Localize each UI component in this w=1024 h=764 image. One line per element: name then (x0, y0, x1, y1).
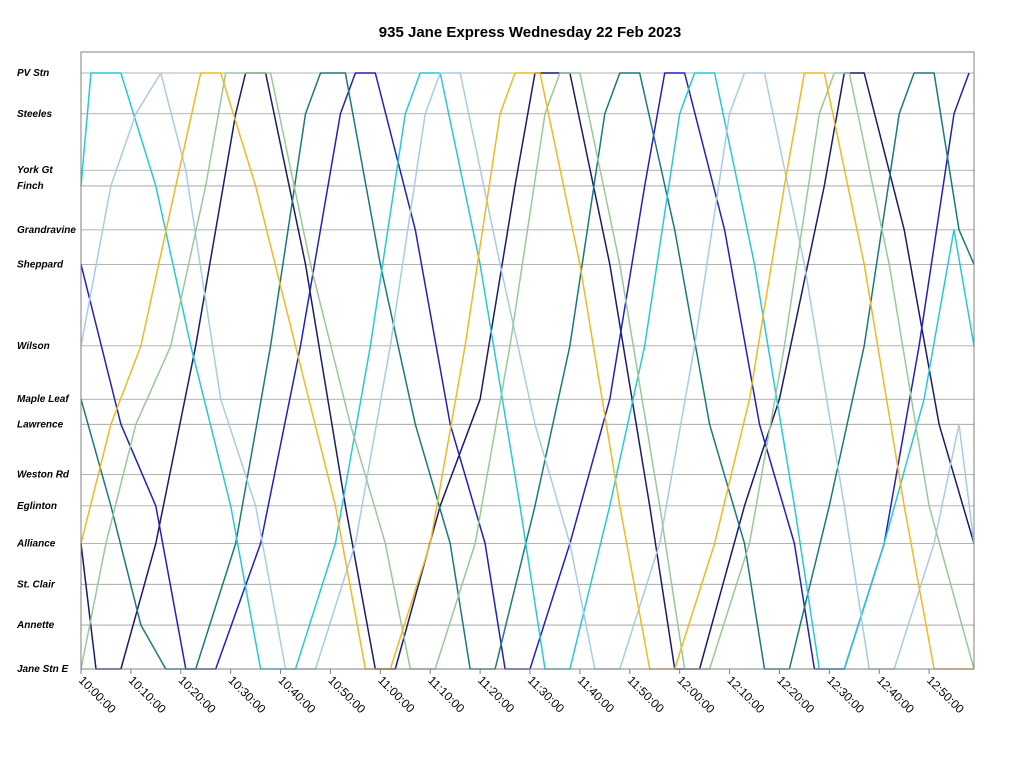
stop-label: Weston Rd (17, 470, 70, 481)
trip-line-3 (80, 72, 975, 670)
plot-frame (80, 51, 975, 670)
trip-line-2 (80, 72, 975, 670)
x-tick-label: 11:10:00 (425, 673, 468, 716)
stop-label: Jane Stn E (17, 664, 68, 675)
stop-label: Alliance (16, 539, 56, 550)
x-tick-label: 12:20:00 (774, 673, 817, 716)
trip-line-5 (80, 72, 975, 670)
x-tick-label: 11:50:00 (625, 673, 668, 716)
trip-lines (80, 72, 975, 670)
x-tick-label: 10:40:00 (275, 673, 318, 716)
stop-label: Sheppard (17, 259, 64, 270)
x-tick-label: 10:50:00 (325, 673, 368, 716)
stop-label: Maple Leaf (17, 394, 70, 405)
stop-label: St. Clair (17, 579, 56, 590)
trip-line-6 (80, 72, 974, 670)
trip-line-1 (80, 72, 970, 670)
x-tick-label: 12:50:00 (924, 673, 967, 716)
x-tick-label: 10:00:00 (76, 673, 119, 716)
stop-labels: PV Stn Steeles York Gt Finch Grandravine Shep… (16, 68, 76, 675)
stop-label: York Gt (17, 165, 53, 176)
x-tick-label: 10:10:00 (126, 673, 169, 716)
chart-title: 935 Jane Express Wednesday 22 Feb 2023 (379, 24, 681, 41)
x-tick-label: 12:30:00 (824, 673, 867, 716)
x-tick-label: 11:00:00 (375, 673, 418, 716)
x-tick-label: 11:30:00 (525, 673, 568, 716)
stop-label: Steeles (17, 109, 52, 120)
grid-lines (81, 72, 974, 670)
x-tick-label: 11:20:00 (475, 673, 518, 716)
stop-label: Annette (16, 620, 55, 631)
stop-label: PV Stn (17, 68, 49, 79)
x-tick-label: 12:40:00 (874, 673, 917, 716)
x-tick-label: 12:10:00 (724, 673, 767, 716)
time-tick-labels: 10:00:00 10:10:00 10:20:00 10:30:00 10:40:00… (76, 669, 967, 716)
stop-label: Lawrence (17, 419, 64, 430)
x-tick-label: 12:00:00 (675, 673, 718, 716)
x-tick-label: 10:20:00 (176, 673, 219, 716)
stop-label: Eglinton (17, 501, 57, 512)
trip-line-0 (80, 72, 975, 670)
x-tick-label: 10:30:00 (226, 673, 269, 716)
stop-label: Wilson (17, 341, 50, 352)
trip-line-4 (80, 72, 975, 670)
stop-label: Grandravine (17, 225, 76, 236)
x-tick-label: 11:40:00 (575, 673, 618, 716)
stop-label: Finch (17, 181, 44, 192)
